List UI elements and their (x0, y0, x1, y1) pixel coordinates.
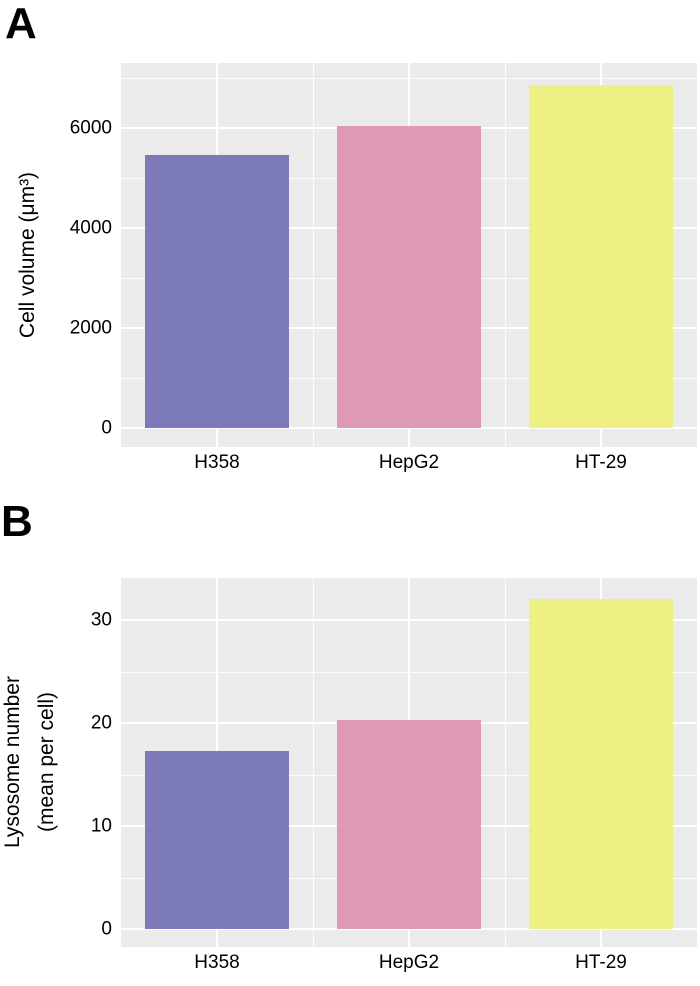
bar-ht-29 (529, 598, 673, 930)
x-tick-label: H358 (194, 452, 240, 473)
gridline-x-minor (505, 63, 506, 447)
gridline-x-minor (313, 578, 314, 947)
x-tick-label: HT-29 (575, 952, 627, 973)
panel-b: B Lysosome number (mean per cell) 0 10 20 30… (0, 490, 700, 986)
gridline-x-minor (505, 578, 506, 947)
bar-ht-29 (529, 85, 673, 428)
y-tick-label: 20 (90, 712, 112, 734)
y-tick-label: 2000 (69, 317, 112, 339)
x-tick-label: HT-29 (575, 452, 627, 473)
x-tick-label: H358 (194, 952, 240, 973)
panel-b-label: B (1, 497, 33, 546)
bar-h358 (145, 751, 289, 930)
y-tick-label: 10 (90, 815, 112, 837)
y-tick-label: 0 (101, 918, 112, 940)
bar-hepg2 (337, 720, 481, 930)
gridline-x-minor (313, 63, 314, 447)
plot-area-a (121, 63, 697, 447)
plot-area-b (121, 578, 697, 947)
y-axis-tick-labels-b: 0 10 20 30 (0, 578, 112, 947)
x-tick-label: HepG2 (378, 952, 440, 973)
y-axis-tick-labels-a: 0 2000 4000 6000 (0, 63, 112, 447)
x-tick-label: HepG2 (378, 452, 440, 473)
x-axis-tick-labels-a: H358 HepG2 HT-29 (121, 452, 697, 476)
y-tick-label: 30 (90, 609, 112, 631)
bar-hepg2 (337, 126, 481, 428)
bar-h358 (145, 154, 289, 428)
x-axis-tick-labels-b: H358 HepG2 HT-29 (121, 952, 697, 976)
y-tick-label: 0 (101, 417, 112, 439)
y-tick-label: 4000 (69, 217, 112, 239)
y-tick-label: 6000 (69, 117, 112, 139)
panel-a-label: A (5, 0, 37, 48)
panel-a: A Cell volume (μm³) 0 2000 4000 6000 H358 He… (0, 0, 700, 486)
